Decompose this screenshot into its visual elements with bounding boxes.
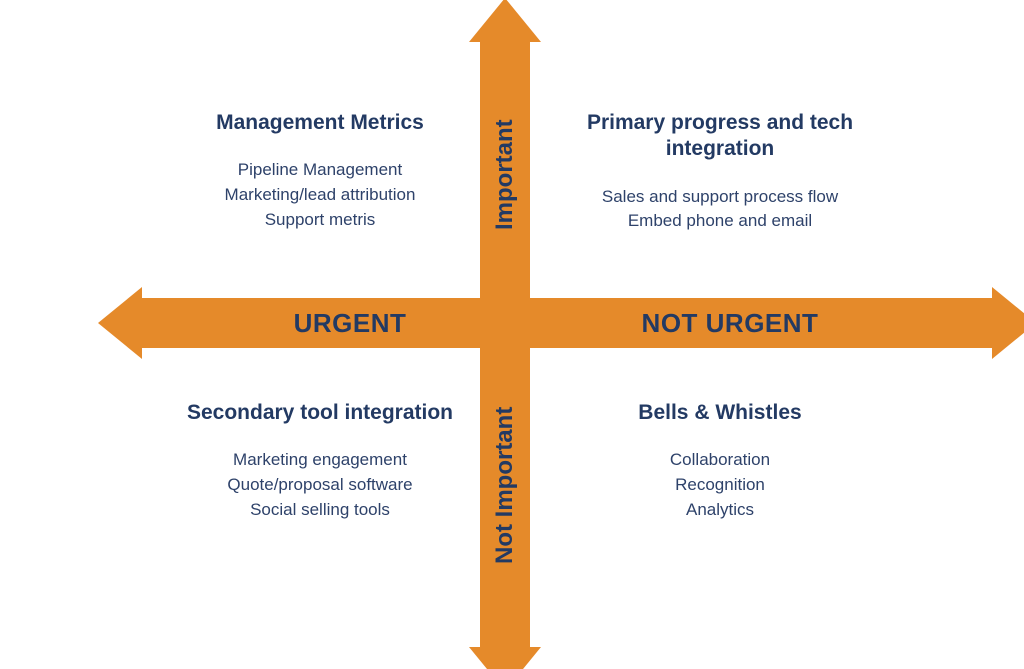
arrow-right-icon bbox=[992, 287, 1024, 359]
quadrant-bottom-left: Secondary tool integration Marketing eng… bbox=[175, 400, 465, 522]
quadrant-items: Marketing engagement Quote/proposal soft… bbox=[175, 448, 465, 522]
quadrant-items: Collaboration Recognition Analytics bbox=[555, 448, 885, 522]
quadrant-item: Analytics bbox=[555, 498, 885, 523]
quadrant-title: Bells & Whistles bbox=[555, 400, 885, 426]
axis-label-urgent: URGENT bbox=[230, 298, 470, 348]
quadrant-top-left: Management Metrics Pipeline Management M… bbox=[175, 110, 465, 232]
quadrant-items: Pipeline Management Marketing/lead attri… bbox=[175, 158, 465, 232]
quadrant-item: Marketing/lead attribution bbox=[175, 183, 465, 208]
quadrant-item: Collaboration bbox=[555, 448, 885, 473]
quadrant-item: Support metris bbox=[175, 208, 465, 233]
quadrant-matrix: URGENT NOT URGENT Important Not Importan… bbox=[0, 0, 1024, 669]
quadrant-bottom-right: Bells & Whistles Collaboration Recogniti… bbox=[555, 400, 885, 522]
arrow-down-icon bbox=[469, 647, 541, 669]
quadrant-item: Quote/proposal software bbox=[175, 473, 465, 498]
quadrant-title: Secondary tool integration bbox=[175, 400, 465, 426]
quadrant-item: Embed phone and email bbox=[555, 209, 885, 234]
quadrant-items: Sales and support process flow Embed pho… bbox=[555, 185, 885, 234]
axis-label-important: Important bbox=[480, 70, 530, 280]
quadrant-item: Sales and support process flow bbox=[555, 185, 885, 210]
quadrant-top-right: Primary progress and tech integration Sa… bbox=[555, 110, 885, 234]
quadrant-item: Marketing engagement bbox=[175, 448, 465, 473]
quadrant-title: Primary progress and tech integration bbox=[555, 110, 885, 163]
arrow-up-icon bbox=[469, 0, 541, 42]
quadrant-title: Management Metrics bbox=[175, 110, 465, 136]
axis-label-not-urgent: NOT URGENT bbox=[560, 298, 900, 348]
quadrant-item: Social selling tools bbox=[175, 498, 465, 523]
quadrant-item: Recognition bbox=[555, 473, 885, 498]
arrow-left-icon bbox=[98, 287, 142, 359]
axis-label-not-important: Not Important bbox=[480, 370, 530, 600]
quadrant-item: Pipeline Management bbox=[175, 158, 465, 183]
